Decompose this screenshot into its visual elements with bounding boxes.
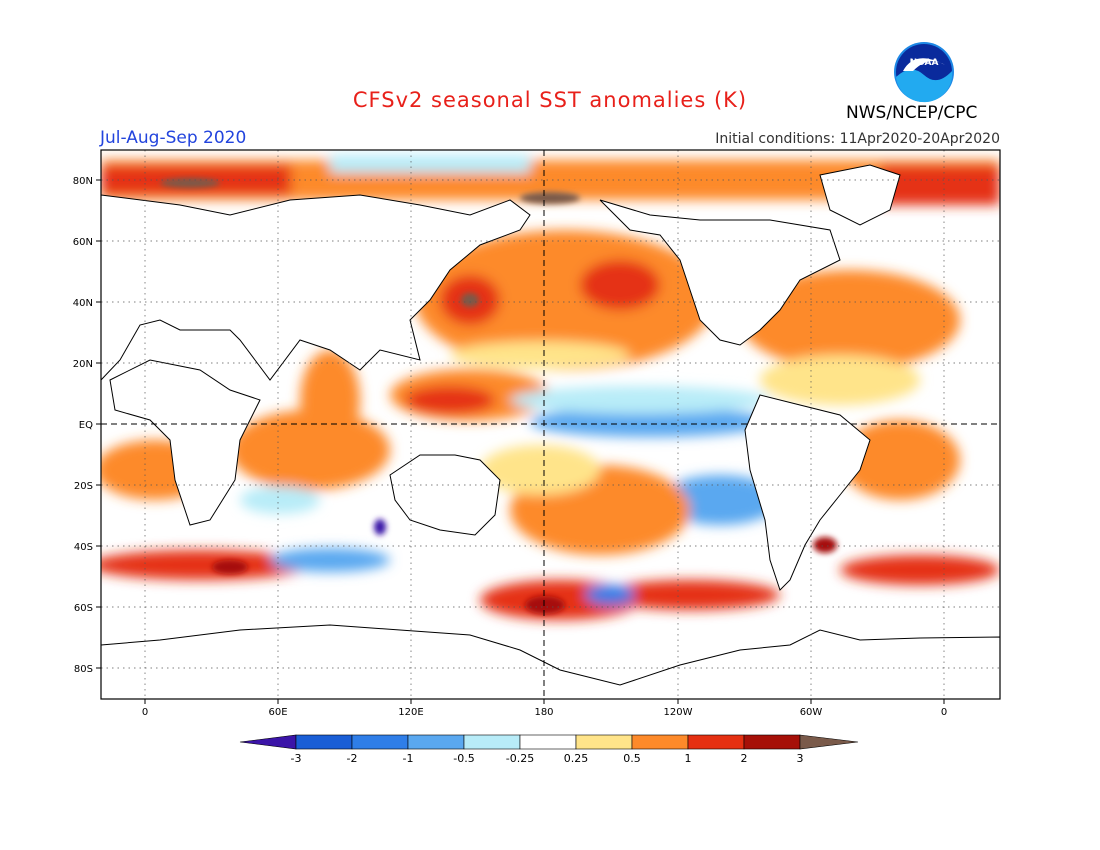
colorbar-swatch	[407, 734, 465, 750]
logo-text: NOAA	[910, 58, 939, 68]
initial-conditions-label: Initial conditions: 11Apr2020-20Apr2020	[715, 131, 1000, 147]
lat-label-60s: 60S	[74, 603, 93, 614]
colorbar-swatch	[631, 734, 689, 750]
colorbar-label-neg2: -2	[347, 752, 358, 765]
lon-label-0: 0	[142, 707, 148, 718]
colorbar-label-neg0-5: -0.5	[453, 752, 474, 765]
colorbar-label-1: 1	[685, 752, 692, 765]
lon-label-120w: 120W	[664, 707, 693, 718]
colorbar-label-3: 3	[797, 752, 804, 765]
colorbar-swatch	[463, 734, 521, 750]
lat-label-40s: 40S	[74, 542, 93, 553]
north-america	[599, 199, 841, 346]
colorbar-label-2: 2	[741, 752, 748, 765]
colorbar-label-0-25: 0.25	[564, 752, 589, 765]
colorbar-swatch	[519, 734, 577, 750]
colorbar-swatch	[743, 734, 801, 750]
lon-label-180: 180	[534, 707, 553, 718]
colorbar-label-neg0-25: -0.25	[506, 752, 534, 765]
australia	[389, 454, 501, 536]
africa	[109, 359, 261, 526]
colorbar-swatch	[351, 734, 409, 750]
land-masses	[101, 164, 1000, 699]
colorbar-label-0-5: 0.5	[623, 752, 641, 765]
map-title: CFSv2 seasonal SST anomalies (K)	[352, 88, 748, 112]
lat-label-eq: EQ	[79, 420, 93, 431]
colorbar-swatches	[239, 734, 859, 750]
lat-label-40n: 40N	[73, 298, 93, 309]
colorbar-label-neg3: -3	[291, 752, 302, 765]
lon-label-0-east: 0	[941, 707, 947, 718]
colorbar-swatch	[295, 734, 353, 750]
lat-label-80s: 80S	[74, 664, 93, 675]
axis-ticks	[96, 179, 945, 704]
lat-label-80n: 80N	[73, 176, 93, 187]
lat-label-20n: 20N	[73, 359, 93, 370]
lat-label-20s: 20S	[74, 481, 93, 492]
colorbar-swatch	[575, 734, 633, 750]
lat-label-60n: 60N	[73, 237, 93, 248]
greenland	[819, 164, 901, 226]
equator-dateline	[101, 150, 1000, 699]
lon-label-120e: 120E	[398, 707, 423, 718]
south-america	[744, 394, 871, 591]
agency-label: NWS/NCEP/CPC	[846, 103, 978, 123]
season-label: Jul-Aug-Sep 2020	[100, 128, 247, 148]
noaa-logo-icon: NOAA	[894, 42, 954, 103]
gridlines	[101, 150, 1000, 699]
colorbar-upper-arrow	[799, 734, 859, 750]
colorbar-lower-arrow	[239, 734, 297, 750]
lon-label-60e: 60E	[268, 707, 287, 718]
colorbar-label-neg1: -1	[403, 752, 414, 765]
anomaly-field	[101, 155, 1000, 620]
eurasia-africa	[101, 194, 531, 381]
colorbar-swatch	[687, 734, 745, 750]
antarctica	[101, 624, 1000, 699]
lon-label-60w: 60W	[800, 707, 823, 718]
